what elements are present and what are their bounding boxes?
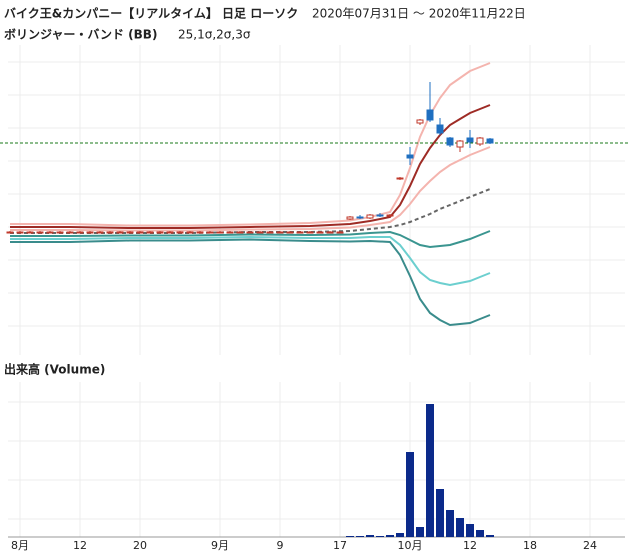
volume-bar [426,404,434,537]
band-line [10,188,491,234]
candle-body [76,231,84,234]
x-tick-label: 20 [133,539,147,552]
candle-body [296,231,304,234]
candle-body [106,231,114,234]
x-tick-label: 24 [583,539,597,552]
candle-body [306,231,314,234]
candle-body [356,216,364,219]
band-line [10,230,491,249]
candle-body [286,231,294,234]
candle-body [16,231,24,234]
chart-title: バイク王&カンパニー【リアルタイム】 日足 ローソク [4,6,298,21]
candle-body [266,231,274,234]
volume-bar [406,452,414,537]
candle-body [56,231,64,234]
volume-bar [476,530,484,537]
candle-body [366,214,374,219]
candle-body [246,231,254,234]
volume-bar [466,524,474,537]
band-line [10,104,491,229]
candle-body [226,231,234,234]
candle-body [376,214,384,217]
candle-body [146,231,154,234]
candle-body [416,119,424,124]
candle-body [6,231,14,234]
x-tick-label: 9月 [211,539,229,552]
x-tick-label: 9 [277,539,284,552]
candle-body [426,109,434,121]
candle-body [136,231,144,234]
chart-period: 2020年07月31日 ～ 2020年11月22日 [312,7,526,21]
candle-body [196,231,204,234]
x-tick-label: 17 [333,539,347,552]
volume-bar [356,536,364,537]
candle-body [406,154,414,159]
candle-body [466,137,474,143]
candle-body [276,231,284,234]
candle-body [126,231,134,234]
x-tick-label: 12 [73,539,87,552]
candle-body [36,231,44,234]
band-line [10,238,491,327]
volume-bar [436,489,444,537]
volume-bar [376,536,384,537]
indicator-title: ボリンジャー・バンド (BB) [4,27,157,42]
candle-body [396,177,404,180]
candle-body [176,231,184,234]
candle-body [116,231,124,234]
candle-body [26,231,34,234]
candle-body [186,231,194,234]
volume-bar [346,536,354,537]
indicator-params: 25,1σ,2σ,3σ [178,28,251,42]
candle-body [456,140,464,148]
candle-body [446,137,454,146]
band-line [10,62,491,227]
candle-body [216,231,224,234]
band-line [10,146,491,232]
volume-bar [416,527,424,537]
candle-body [326,231,334,234]
candle-body [486,138,494,144]
volume-bar [456,518,464,537]
candle-body [86,231,94,234]
candle-body [166,231,174,234]
x-tick-label: 12 [463,539,477,552]
candle-body [346,216,354,220]
candle-body [256,231,264,234]
candle-body [386,214,394,217]
volume-bar [366,535,374,537]
volume-bar [486,535,494,537]
candle-body [476,137,484,145]
candle-body [336,231,344,234]
candle-body [316,231,324,234]
candle-body [236,231,244,234]
candle-body [96,231,104,234]
volume-title: 出来高 (Volume) [4,362,105,377]
x-tick-label: 18 [523,539,537,552]
x-tick-label: 10月 [398,539,423,552]
x-tick-label: 8月 [11,539,29,552]
candle-body [436,124,444,134]
candle-body [46,231,54,234]
candle-body [156,231,164,234]
volume-bar [446,510,454,537]
volume-bar [396,533,404,537]
volume-bar [386,535,394,537]
band-line [10,235,491,287]
candle-body [66,231,74,234]
candle-body [206,231,214,234]
